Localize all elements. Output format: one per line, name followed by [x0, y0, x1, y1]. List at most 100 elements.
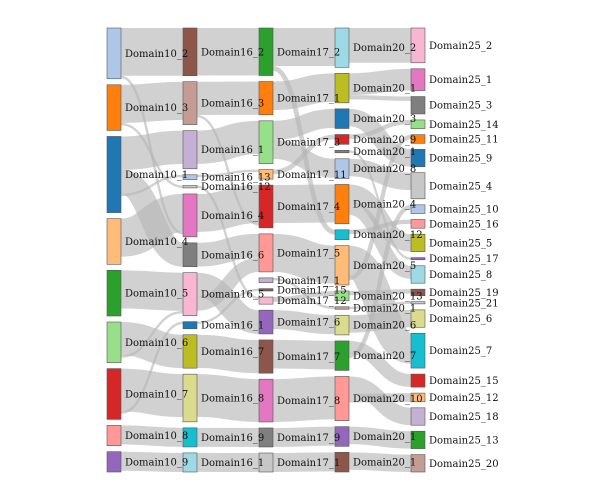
node-label-Domain25_3: Domain25_3: [429, 101, 492, 112]
node-label-Domain25_6: Domain25_6: [429, 314, 492, 325]
node-Domain20_10[interactable]: [334, 376, 350, 421]
node-Domain20_6[interactable]: [334, 314, 350, 336]
node-label-Domain25_21: Domain25_21: [429, 298, 499, 309]
node-Domain25_13[interactable]: [410, 430, 426, 449]
flow-Domain20_1-to-Domain25_1: [348, 68, 412, 96]
flow-Domain17_7-to-Domain20_7: [272, 339, 336, 370]
flow-Domain10_3-to-Domain16_3: [120, 81, 184, 123]
node-label-Domain10_9: Domain10_9: [125, 457, 188, 468]
node-Domain25_14[interactable]: [410, 119, 426, 129]
flow-Domain17_4-to-Domain20_4: [272, 184, 336, 224]
node-Domain25_2[interactable]: [410, 27, 426, 64]
node-Domain10_1[interactable]: [106, 136, 122, 213]
node-Domain16_5[interactable]: [182, 272, 198, 316]
node-Domain17_1c[interactable]: [258, 452, 274, 473]
node-Domain17_8[interactable]: [258, 378, 274, 423]
flow-Domain20_9-to-Domain25_14: [348, 119, 412, 139]
node-Domain17_4[interactable]: [258, 184, 274, 229]
node-Domain10_4[interactable]: [106, 218, 122, 265]
node-Domain16_6[interactable]: [182, 242, 198, 268]
node-Domain20_1c[interactable]: [334, 306, 350, 310]
node-Domain16_9[interactable]: [182, 427, 198, 448]
node-Domain20_8[interactable]: [334, 158, 350, 179]
node-label-Domain25_17: Domain25_17: [429, 254, 499, 265]
node-label-Domain25_12: Domain25_12: [429, 393, 499, 404]
node-Domain17_11[interactable]: [258, 169, 274, 180]
node-Domain25_5[interactable]: [410, 233, 426, 252]
node-Domain25_12[interactable]: [410, 392, 426, 403]
flow-Domain16_8-to-Domain17_8: [196, 374, 260, 422]
node-Domain20_7[interactable]: [334, 340, 350, 371]
node-Domain25_8[interactable]: [410, 265, 426, 284]
node-Domain20_9[interactable]: [334, 134, 350, 145]
flow-Domain10_4-to-Domain16_4: [119, 193, 185, 257]
flow-Domain17_2-to-Domain20_12: [272, 66, 336, 235]
node-Domain10_7[interactable]: [106, 368, 122, 420]
node-Domain10_8[interactable]: [106, 425, 122, 446]
node-Domain10_3[interactable]: [106, 84, 122, 131]
flow-Domain17_1-to-Domain20_1: [272, 73, 336, 111]
node-Domain25_21[interactable]: [410, 301, 426, 305]
node-Domain20_1e[interactable]: [334, 452, 350, 473]
node-Domain16_3[interactable]: [182, 81, 198, 125]
node-Domain16_4[interactable]: [182, 193, 198, 238]
node-label-Domain16_13: Domain16_13: [201, 173, 271, 184]
flow-Domain17_9-to-Domain20_1d: [272, 426, 336, 447]
node-label-Domain16_1x: Domain16_1: [201, 321, 264, 332]
node-Domain25_19[interactable]: [410, 288, 426, 296]
node-Domain10_6[interactable]: [106, 321, 122, 363]
flow-Domain20_1d-to-Domain25_13: [348, 426, 412, 449]
node-label-Domain20_12: Domain20_12: [353, 230, 423, 241]
node-Domain25_11[interactable]: [410, 134, 426, 144]
node-Domain16_2[interactable]: [182, 27, 198, 76]
node-Domain20_1d[interactable]: [334, 426, 350, 447]
node-Domain25_10[interactable]: [410, 204, 426, 214]
node-Domain16_13[interactable]: [182, 174, 198, 180]
node-Domain25_18[interactable]: [410, 407, 426, 426]
node-label-Domain16_2: Domain16_2: [201, 47, 264, 58]
node-Domain25_3[interactable]: [410, 96, 426, 115]
node-Domain25_17[interactable]: [410, 257, 426, 261]
node-Domain16_1x[interactable]: [182, 321, 198, 330]
node-Domain16_12[interactable]: [182, 185, 198, 189]
node-Domain20_3[interactable]: [334, 108, 350, 129]
node-Domain17_3[interactable]: [258, 120, 274, 164]
node-Domain16_7[interactable]: [182, 334, 198, 369]
node-Domain17_15[interactable]: [258, 288, 274, 292]
node-label-Domain20_4: Domain20_4: [353, 200, 416, 211]
node-Domain25_16[interactable]: [410, 219, 426, 229]
node-Domain10_5[interactable]: [106, 270, 122, 317]
node-Domain20_12[interactable]: [334, 229, 350, 240]
node-Domain20_2[interactable]: [334, 27, 350, 68]
node-Domain25_20[interactable]: [410, 454, 426, 473]
flow-Domain20_4-to-Domain25_8: [347, 201, 413, 279]
node-Domain25_1[interactable]: [410, 68, 426, 91]
node-Domain25_7[interactable]: [410, 332, 426, 369]
node-label-Domain20_3: Domain20_3: [353, 114, 416, 125]
node-Domain17_6[interactable]: [258, 309, 274, 335]
node-Domain16_1[interactable]: [182, 130, 198, 170]
node-Domain17_9[interactable]: [258, 427, 274, 448]
node-Domain16_8[interactable]: [182, 373, 198, 423]
node-Domain20_1b[interactable]: [334, 150, 350, 154]
node-Domain20_5[interactable]: [334, 245, 350, 286]
node-Domain16_1y[interactable]: [182, 452, 198, 473]
node-Domain20_1[interactable]: [334, 73, 350, 104]
node-Domain25_4[interactable]: [410, 172, 426, 200]
node-Domain20_4[interactable]: [334, 184, 350, 225]
node-Domain10_2[interactable]: [106, 27, 122, 80]
node-Domain17_12[interactable]: [258, 296, 274, 305]
node-Domain17_5[interactable]: [258, 233, 274, 273]
node-Domain17_2[interactable]: [258, 27, 274, 76]
node-Domain25_9[interactable]: [410, 149, 426, 168]
node-Domain17_1b[interactable]: [258, 277, 274, 283]
node-label-Domain25_10: Domain25_10: [429, 205, 499, 216]
flow-Domain20_4-to-Domain25_5: [347, 184, 413, 252]
node-Domain25_6[interactable]: [410, 309, 426, 328]
node-Domain17_1[interactable]: [258, 81, 274, 116]
node-label-Domain20_7: Domain20_7: [353, 351, 416, 362]
node-Domain25_15[interactable]: [410, 373, 426, 388]
node-Domain17_7[interactable]: [258, 339, 274, 374]
node-Domain10_9[interactable]: [106, 451, 122, 473]
node-Domain20_13[interactable]: [334, 290, 350, 302]
